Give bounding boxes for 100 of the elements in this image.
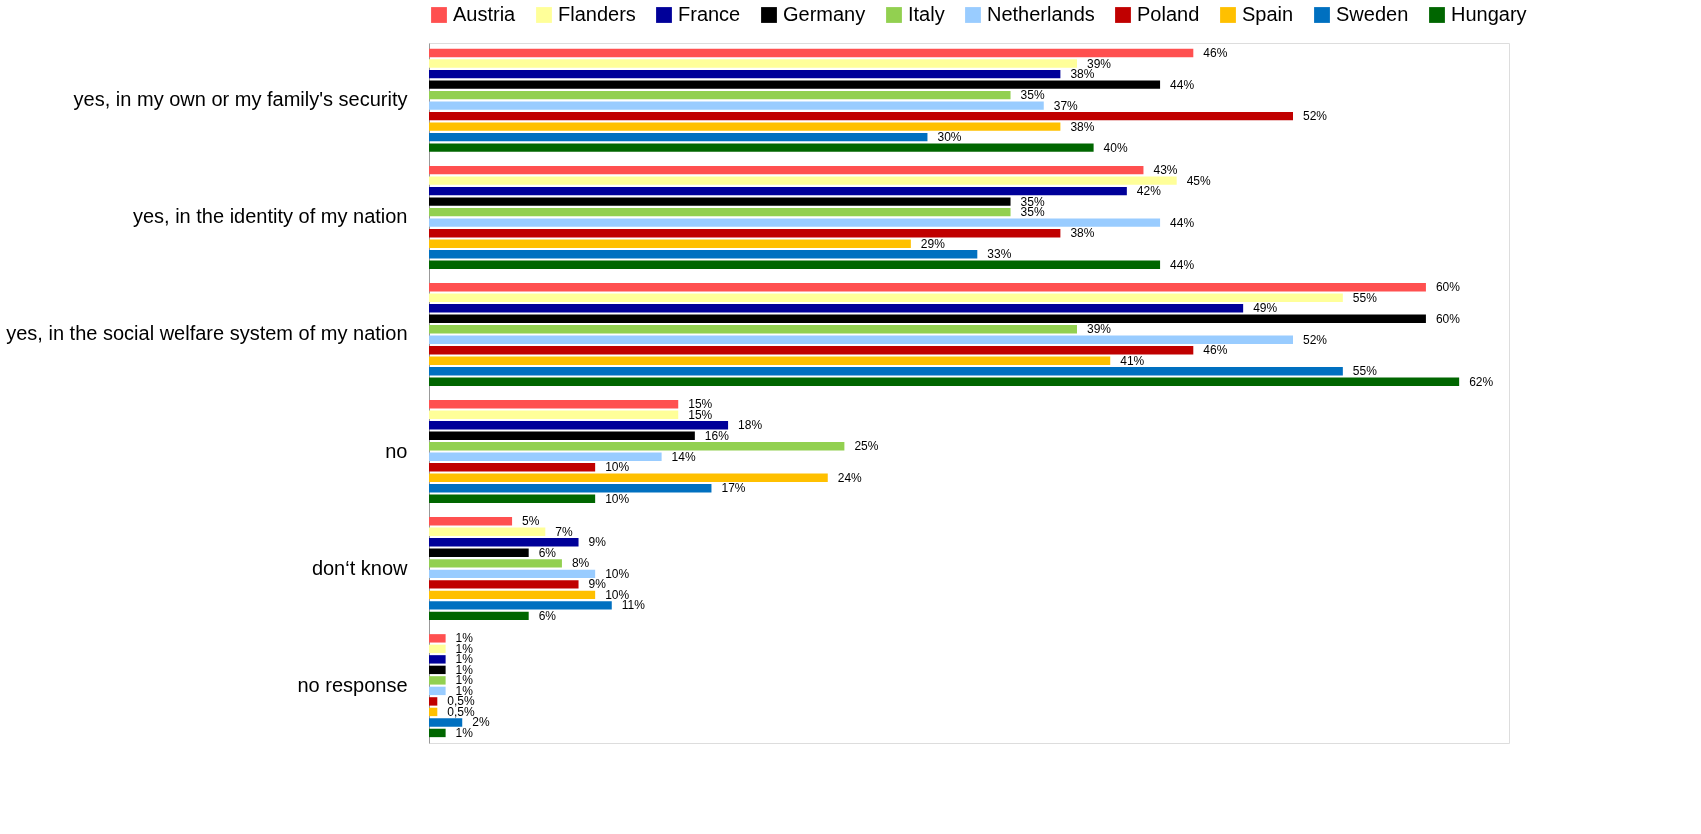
legend-label: Austria	[453, 3, 517, 25]
bar	[429, 325, 1077, 334]
bar	[429, 611, 529, 621]
bar	[429, 686, 446, 696]
bar	[429, 165, 1144, 175]
bar	[429, 410, 679, 419]
bar	[429, 59, 1077, 68]
bar	[429, 132, 928, 142]
bar	[429, 728, 446, 738]
data-label: 42%	[1136, 184, 1162, 199]
y-tick-label: no	[385, 439, 408, 462]
legend-label: France	[678, 3, 741, 25]
data-label: 5%	[522, 514, 540, 529]
bar	[429, 218, 1161, 227]
bar	[429, 90, 1011, 100]
legend-label: Flanders	[558, 3, 636, 25]
bar	[429, 548, 529, 558]
bar	[429, 239, 911, 248]
bar	[429, 634, 446, 643]
data-label: 38%	[1070, 119, 1095, 134]
legend-label: Netherlands	[987, 3, 1095, 25]
bar	[429, 494, 596, 504]
data-label: 16%	[704, 428, 730, 443]
data-label: 52%	[1303, 109, 1328, 124]
data-label: 25%	[854, 439, 879, 454]
data-label: 38%	[1070, 67, 1095, 82]
bar	[429, 601, 612, 610]
bar	[429, 580, 579, 589]
data-label: 44%	[1170, 77, 1195, 92]
data-label: 46%	[1203, 46, 1228, 61]
bar	[429, 250, 978, 259]
legend-label: Spain	[1242, 3, 1294, 25]
bar	[429, 176, 1177, 185]
bar	[429, 356, 1111, 365]
data-label: 17%	[721, 481, 746, 496]
bar	[429, 400, 679, 409]
bar	[429, 718, 463, 727]
bar	[429, 314, 1426, 323]
bar	[429, 346, 1194, 355]
bar	[429, 473, 828, 483]
bar	[429, 377, 1460, 386]
data-label: 14%	[671, 449, 696, 464]
bar	[429, 707, 438, 717]
bar	[429, 697, 438, 706]
bar	[429, 293, 1343, 302]
bar	[429, 228, 1061, 238]
bar	[429, 303, 1244, 313]
data-label: 62%	[1469, 374, 1494, 389]
legend-label: Hungary	[1451, 3, 1527, 25]
data-label: 52%	[1303, 332, 1328, 347]
bar	[429, 527, 546, 536]
bar	[429, 590, 596, 600]
data-label: 11%	[621, 598, 646, 613]
bar	[429, 665, 446, 675]
bar	[429, 421, 729, 430]
data-label: 55%	[1352, 364, 1378, 379]
data-label: 10%	[605, 460, 630, 475]
data-label: 45%	[1186, 173, 1212, 188]
data-label: 39%	[1087, 322, 1112, 337]
data-label: 30%	[937, 130, 962, 145]
y-tick-label: yes, in the social welfare system of my nation	[6, 322, 408, 345]
bar	[429, 463, 596, 472]
data-label: 10%	[605, 566, 630, 581]
bar	[429, 431, 695, 440]
data-label: 35%	[1020, 88, 1045, 103]
data-label: 60%	[1435, 311, 1461, 326]
data-label: 9%	[588, 535, 607, 550]
data-label: 35%	[1020, 205, 1045, 220]
data-label: 18%	[738, 418, 763, 433]
bar	[429, 517, 513, 526]
legend-label: Germany	[783, 3, 866, 25]
data-label: 44%	[1170, 215, 1195, 230]
data-label: 44%	[1170, 257, 1195, 272]
data-label: 6%	[538, 545, 557, 560]
data-label: 33%	[987, 247, 1012, 262]
data-label: 2%	[472, 715, 490, 730]
data-label: 41%	[1120, 353, 1145, 368]
data-label: 24%	[837, 470, 863, 485]
bar	[429, 143, 1094, 152]
y-tick-label: no response	[297, 673, 408, 696]
y-tick-label: don‘t know	[311, 556, 409, 579]
bar	[429, 186, 1127, 196]
bar	[429, 367, 1343, 376]
y-tick-label: yes, in my own or my family's security	[73, 88, 408, 111]
data-label: 1%	[455, 725, 474, 740]
bar	[429, 101, 1044, 110]
bar	[429, 207, 1011, 217]
bar	[429, 80, 1161, 89]
bar	[429, 644, 446, 654]
data-label: 46%	[1203, 343, 1228, 358]
bar	[429, 559, 562, 568]
bar	[429, 197, 1011, 206]
legend-label: Italy	[908, 3, 945, 25]
bar	[429, 442, 845, 451]
bar	[429, 122, 1061, 131]
data-label: 43%	[1153, 163, 1178, 178]
data-label: 15%	[688, 407, 713, 422]
data-label: 9%	[588, 577, 607, 592]
bar	[429, 484, 712, 493]
bar	[429, 452, 662, 461]
